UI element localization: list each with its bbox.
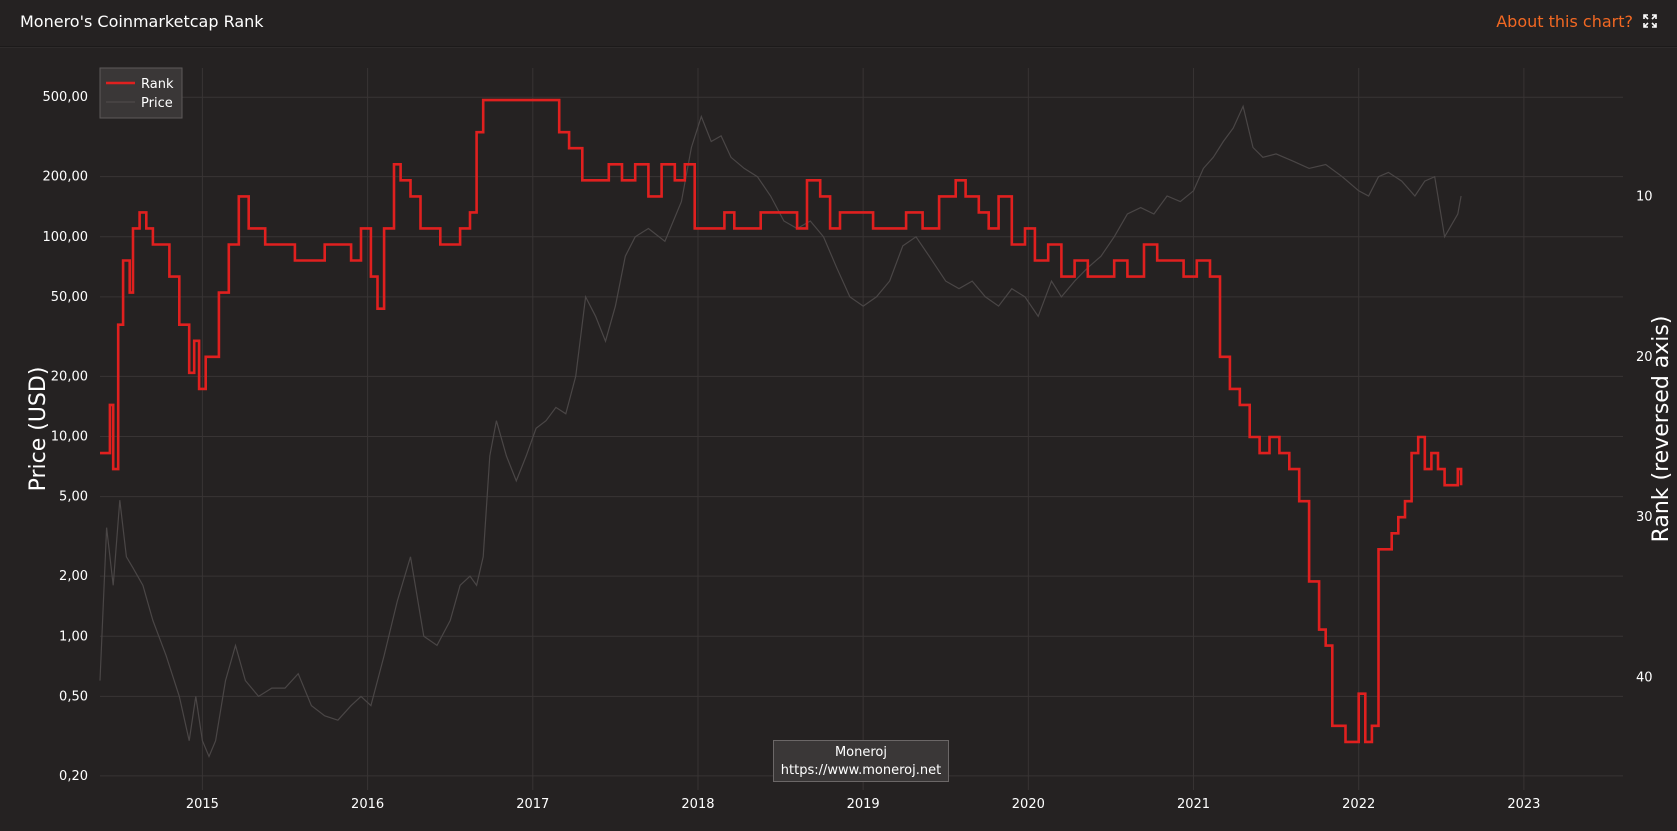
y-tick-label: 200,00 bbox=[43, 170, 89, 185]
x-tick-label: 2016 bbox=[351, 797, 384, 812]
x-tick-label: 2021 bbox=[1177, 797, 1210, 812]
y2-axis-title: Rank (reversed axis) bbox=[1649, 316, 1674, 543]
chart-title: Monero's Coinmarketcap Rank bbox=[20, 12, 264, 31]
y-axis-title: Price (USD) bbox=[26, 367, 51, 492]
about-chart-link[interactable]: About this chart? bbox=[1496, 12, 1633, 31]
y-tick-label: 0,20 bbox=[59, 769, 88, 784]
y-tick-label: 500,00 bbox=[43, 90, 89, 105]
price-series-line bbox=[99, 104, 1462, 759]
legend-rank-label: Rank bbox=[141, 77, 174, 92]
credit-line-name: Moneroj bbox=[834, 745, 888, 760]
x-tick-label: 2020 bbox=[1012, 797, 1045, 812]
y-tick-label: 10,00 bbox=[51, 430, 88, 445]
y2-tick-label: 20 bbox=[1636, 350, 1653, 365]
y-tick-label: 20,00 bbox=[51, 369, 88, 384]
x-tick-label: 2018 bbox=[681, 797, 714, 812]
x-tick-label: 2022 bbox=[1342, 797, 1375, 812]
x-tick-label: 2017 bbox=[516, 797, 549, 812]
y-tick-label: 2,00 bbox=[59, 569, 88, 584]
rank-series-line bbox=[100, 98, 1463, 744]
legend-box bbox=[99, 67, 183, 119]
y-tick-label: 0,50 bbox=[59, 689, 88, 704]
y2-tick-label: 40 bbox=[1636, 671, 1653, 686]
chart-header: Monero's Coinmarketcap Rank About this c… bbox=[0, 0, 1677, 47]
credit-line-url: https://www.moneroj.net bbox=[780, 763, 942, 778]
y-tick-label: 1,00 bbox=[59, 629, 88, 644]
x-tick-label: 2023 bbox=[1507, 797, 1540, 812]
legend-price-label: Price bbox=[141, 96, 173, 111]
x-tick-label: 2015 bbox=[186, 797, 219, 812]
y2-tick-label: 30 bbox=[1636, 510, 1653, 525]
credit-box: Moneroj https://www.moneroj.net bbox=[773, 740, 949, 782]
x-tick-label: 2019 bbox=[847, 797, 880, 812]
y-tick-label: 100,00 bbox=[43, 230, 89, 245]
expand-icon[interactable] bbox=[1643, 14, 1657, 28]
y-tick-label: 50,00 bbox=[51, 290, 88, 305]
y-tick-label: 5,00 bbox=[59, 490, 88, 505]
y2-tick-label: 10 bbox=[1636, 189, 1653, 204]
